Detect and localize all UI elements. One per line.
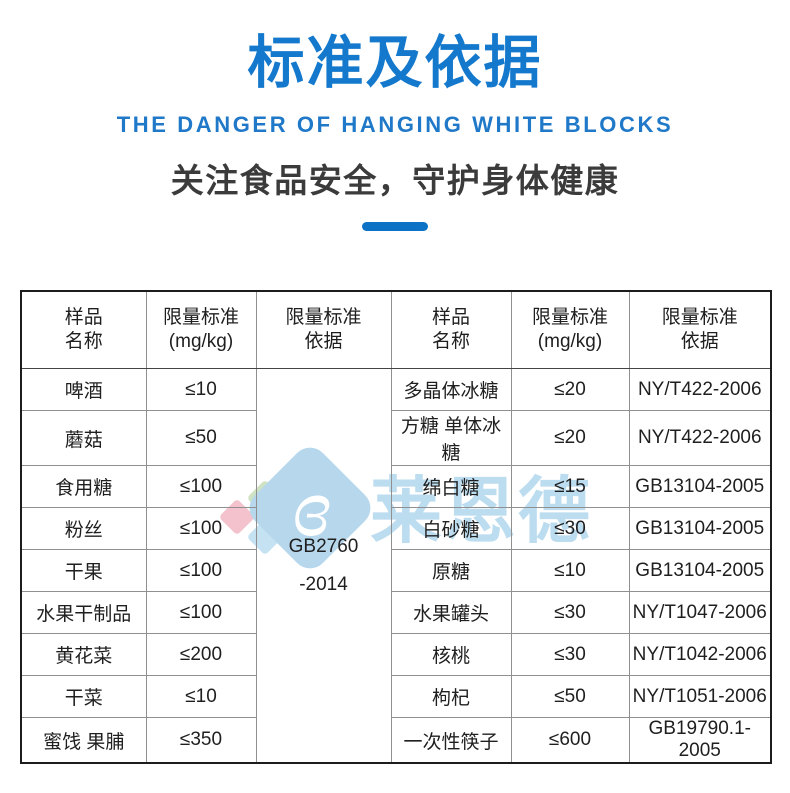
- cell-sample-name-left: 水果干制品: [20, 591, 147, 634]
- cell-standard-right: NY/T422-2006: [628, 368, 772, 411]
- subtitle-english: THE DANGER OF HANGING WHITE BLOCKS: [116, 111, 674, 137]
- table-row: 干菜 ≤10 枸杞 ≤50 NY/T1051-2006: [20, 675, 772, 718]
- header-line-2: 依据: [680, 331, 719, 352]
- cell-limit-right: ≤30: [510, 591, 630, 634]
- cell-limit-right: ≤20: [510, 368, 630, 411]
- table-row: 食用糖 ≤100 绵白糖 ≤15 GB13104-2005: [20, 465, 772, 508]
- standards-table-container: 样品 名称 限量标准 (mg/kg) 限量标准 依据 样品 名称: [20, 290, 772, 764]
- cell-standard-right: GB13104-2005: [628, 465, 772, 508]
- cell-sample-name-left: 食用糖: [20, 465, 147, 508]
- cell-limit-left: ≤10: [145, 368, 257, 411]
- table-row: 干果 ≤100 原糖 ≤10 GB13104-2005: [20, 549, 772, 592]
- cell-standard-right: NY/T1051-2006: [628, 675, 772, 718]
- header-line-2: (mg/kg): [168, 331, 234, 352]
- table-body: 啤酒 ≤10 GB2760 -2014 多晶体冰糖 ≤20 NY/T422-2006 蘑菇 ≤5…: [20, 368, 772, 764]
- page-title: 标准及依据: [247, 31, 543, 95]
- cell-sample-name-left: 蘑菇: [20, 410, 147, 466]
- header-line-2: 名称: [64, 331, 103, 352]
- header-line-2: 名称: [431, 331, 470, 352]
- cell-sample-name-left: 粉丝: [20, 507, 147, 550]
- table-row: 蘑菇 ≤50 方糖 单体冰糖 ≤20 NY/T422-2006: [20, 410, 772, 466]
- cell-limit-right: ≤20: [510, 410, 630, 466]
- table-row: 蜜饯 果脯 ≤350 一次性筷子 ≤600 GB19790.1-2005: [20, 717, 772, 764]
- cell-sample-name-right: 白砂糖: [390, 507, 512, 550]
- header-line-1: 限量标准: [162, 307, 239, 329]
- cell-standard-right: NY/T1042-2006: [628, 633, 772, 676]
- page-header: 标准及依据 THE DANGER OF HANGING WHITE BLOCKS…: [0, 0, 790, 231]
- merged-standard-line-1: GB2760: [288, 535, 359, 557]
- cell-sample-name-right: 多晶体冰糖: [390, 368, 512, 411]
- column-header-standard-left: 限量标准 依据: [255, 290, 392, 369]
- cell-sample-name-right: 核桃: [390, 633, 512, 676]
- table-row: 啤酒 ≤10 GB2760 -2014 多晶体冰糖 ≤20 NY/T422-2006: [20, 368, 772, 764]
- table-row: 水果干制品 ≤100 水果罐头 ≤30 NY/T1047-2006: [20, 591, 772, 634]
- cell-limit-left: ≤100: [145, 465, 257, 508]
- column-header-sample-name-left: 样品 名称: [20, 290, 147, 369]
- cell-limit-right: ≤10: [510, 549, 630, 592]
- column-header-sample-name-right: 样品 名称: [390, 290, 512, 369]
- cell-limit-right: ≤50: [510, 675, 630, 718]
- cell-limit-left: ≤50: [145, 410, 257, 466]
- header-line-2: (mg/kg): [537, 331, 603, 352]
- cell-limit-left: ≤100: [145, 507, 257, 550]
- subtitle-chinese: 关注食品安全，守护身体健康: [170, 161, 620, 199]
- cell-limit-right: ≤600: [510, 717, 630, 764]
- table-header-row-group: 样品 名称 限量标准 (mg/kg) 限量标准 依据 样品 名称: [20, 290, 772, 369]
- cell-standard-right: GB13104-2005: [628, 507, 772, 550]
- cell-sample-name-right: 水果罐头: [390, 591, 512, 634]
- cell-limit-right: ≤30: [510, 507, 630, 550]
- cell-limit-left: ≤10: [145, 675, 257, 718]
- cell-sample-name-left: 蜜饯 果脯: [20, 717, 147, 764]
- table-header-row: 样品 名称 限量标准 (mg/kg) 限量标准 依据 样品 名称: [20, 290, 772, 369]
- cell-standard-merged-left: GB2760 -2014: [255, 368, 392, 764]
- cell-sample-name-left: 干果: [20, 549, 147, 592]
- header-line-1: 限量标准: [661, 307, 738, 329]
- divider: [0, 221, 790, 231]
- table-row: 黄花菜 ≤200 核桃 ≤30 NY/T1042-2006: [20, 633, 772, 676]
- cell-limit-left: ≤200: [145, 633, 257, 676]
- divider-bar: [362, 221, 428, 231]
- cell-standard-right: NY/T422-2006: [628, 410, 772, 466]
- cell-sample-name-right: 原糖: [390, 549, 512, 592]
- column-header-limit-left: 限量标准 (mg/kg): [145, 290, 257, 369]
- cell-limit-left: ≤100: [145, 549, 257, 592]
- cell-sample-name-left: 黄花菜: [20, 633, 147, 676]
- cell-sample-name-left: 啤酒: [20, 368, 147, 411]
- header-line-2: 依据: [304, 331, 343, 352]
- cell-limit-right: ≤15: [510, 465, 630, 508]
- header-line-1: 样品: [431, 307, 470, 329]
- cell-sample-name-right: 绵白糖: [390, 465, 512, 508]
- cell-sample-name-right: 一次性筷子: [390, 717, 512, 764]
- cell-standard-right: GB13104-2005: [628, 549, 772, 592]
- table-row: 粉丝 ≤100 白砂糖 ≤30 GB13104-2005: [20, 507, 772, 550]
- cell-limit-left: ≤100: [145, 591, 257, 634]
- column-header-standard-right: 限量标准 依据: [628, 290, 772, 369]
- cell-sample-name-right: 方糖 单体冰糖: [390, 410, 512, 466]
- cell-standard-right: GB19790.1-2005: [628, 717, 772, 764]
- merged-standard-line-2: -2014: [299, 573, 348, 595]
- cell-standard-right: NY/T1047-2006: [628, 591, 772, 634]
- cell-limit-left: ≤350: [145, 717, 257, 764]
- column-header-limit-right: 限量标准 (mg/kg): [510, 290, 630, 369]
- cell-sample-name-left: 干菜: [20, 675, 147, 718]
- header-line-1: 限量标准: [531, 307, 608, 329]
- cell-sample-name-right: 枸杞: [390, 675, 512, 718]
- header-line-1: 样品: [64, 307, 103, 329]
- cell-limit-right: ≤30: [510, 633, 630, 676]
- standards-table: 样品 名称 限量标准 (mg/kg) 限量标准 依据 样品 名称: [20, 290, 772, 764]
- header-line-1: 限量标准: [285, 307, 362, 329]
